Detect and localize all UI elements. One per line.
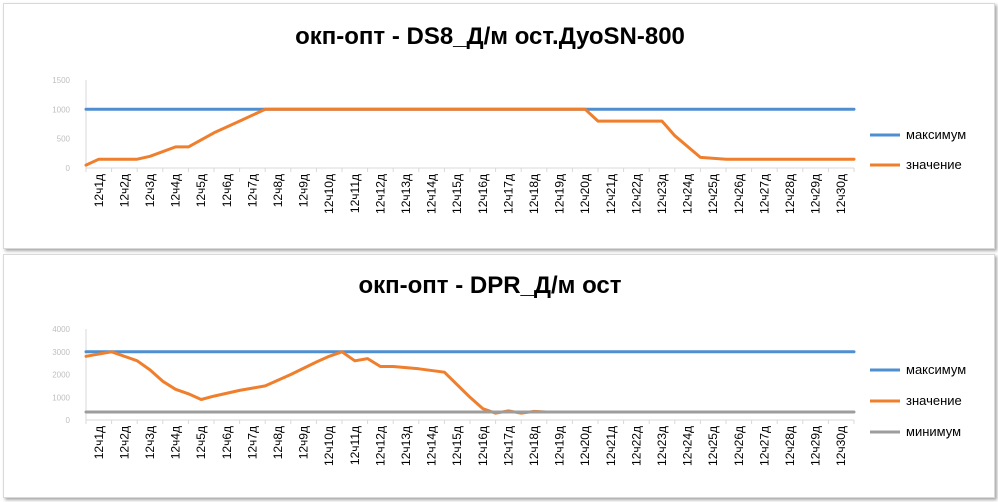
- x-tick-label: 12ч13д: [399, 174, 413, 214]
- legend-label: значение: [906, 393, 962, 408]
- x-tick-label: 12ч8д: [271, 426, 285, 459]
- x-tick-label: 12ч7д: [245, 426, 259, 459]
- legend-label: максимум: [906, 127, 966, 142]
- x-tick-label: 12ч25д: [706, 174, 720, 214]
- chart-title: окп-опт - DS8_Д/м ост.ДуоSN-800: [295, 23, 685, 50]
- chart-panel-dpr: окп-опт - DPR_Д/м ост 0 1000 2000 3000 4000 12…: [3, 254, 995, 498]
- x-tick-label: 12ч5д: [194, 174, 208, 207]
- x-tick-label: 12ч17д: [501, 426, 515, 466]
- x-tick-label: 12ч7д: [245, 174, 259, 207]
- x-tick-label: 12ч18д: [527, 426, 541, 466]
- y-tick-label: 1000: [52, 105, 70, 114]
- y-tick-label: 4000: [52, 325, 70, 334]
- x-tick-label: 12ч1д: [92, 426, 106, 459]
- x-tick-label: 12ч16д: [476, 174, 490, 214]
- y-tick-label: 2000: [52, 371, 70, 380]
- legend-label: минимум: [906, 424, 961, 439]
- y-tick-label: 0: [66, 416, 71, 425]
- x-tick-label: 12ч17д: [501, 174, 515, 214]
- x-tick-label: 12ч26д: [732, 426, 746, 466]
- x-tick-label: 12ч30д: [834, 426, 848, 466]
- series-line-value: [84, 107, 856, 167]
- x-tick-label: 12ч13д: [399, 426, 413, 466]
- x-tick-label: 12ч4д: [169, 174, 183, 207]
- legend-label: значение: [906, 157, 962, 172]
- x-tick-label: 12ч19д: [553, 426, 567, 466]
- x-tick-label: 12ч28д: [783, 174, 797, 214]
- x-tick-label: 12ч2д: [117, 426, 131, 459]
- x-tick-label: 12ч20д: [578, 426, 592, 466]
- x-tick-label: 12ч30д: [834, 174, 848, 214]
- x-tick-label: 12ч18д: [527, 174, 541, 214]
- chart-panel-ds8: окп-опт - DS8_Д/м ост.ДуоSN-800 0 500 1000 1…: [3, 3, 995, 249]
- x-tick-label: 12ч5д: [194, 426, 208, 459]
- x-tick-label: 12ч28д: [783, 426, 797, 466]
- x-tick-label: 12ч1д: [92, 174, 106, 207]
- chart-dpr: окп-опт - DPR_Д/м ост 0 1000 2000 3000 4000 12…: [52, 272, 966, 466]
- y-tick-label: 500: [57, 135, 71, 144]
- x-tick-label: 12ч27д: [757, 174, 771, 214]
- x-tick-label: 12ч29д: [809, 174, 823, 214]
- x-tick-label: 12ч25д: [706, 426, 720, 466]
- x-tick-label: 12ч6д: [220, 426, 234, 459]
- x-tick-label: 12ч10д: [322, 174, 336, 214]
- x-tick-label: 12ч9д: [297, 426, 311, 459]
- x-tick-label: 12ч16д: [476, 426, 490, 466]
- y-tick-label: 3000: [52, 348, 70, 357]
- x-tick-label: 12ч27д: [757, 426, 771, 466]
- x-tick-label: 12ч23д: [655, 174, 669, 214]
- x-tick-label: 12ч21д: [604, 174, 618, 214]
- chart-title: окп-опт - DPR_Д/м ост: [358, 272, 621, 299]
- x-tick-label: 12ч20д: [578, 174, 592, 214]
- x-tick-label: 12ч11д: [348, 174, 362, 213]
- x-tick-label: 12ч24д: [681, 426, 695, 466]
- series-line-value: [84, 350, 549, 415]
- x-tick-label: 12ч26д: [732, 174, 746, 214]
- x-tick-label: 12ч9д: [297, 174, 311, 207]
- x-tick-label: 12ч12д: [373, 174, 387, 214]
- x-tick-label: 12ч8д: [271, 174, 285, 207]
- x-tick-label: 12ч4д: [169, 426, 183, 459]
- x-tick-label: 12ч29д: [809, 426, 823, 466]
- x-tick-label: 12ч3д: [143, 426, 157, 459]
- x-tick-label: 12ч11д: [348, 426, 362, 465]
- x-tick-label: 12ч10д: [322, 426, 336, 466]
- x-tick-label: 12ч14д: [425, 174, 439, 214]
- x-tick-label: 12ч15д: [450, 174, 464, 214]
- x-tick-label: 12ч21д: [604, 426, 618, 466]
- x-tick-label: 12ч14д: [425, 426, 439, 466]
- chart-ds8: окп-опт - DS8_Д/м ост.ДуоSN-800 0 500 1000 1…: [52, 23, 966, 214]
- x-tick-label: 12ч24д: [681, 174, 695, 214]
- x-tick-label: 12ч22д: [629, 174, 643, 214]
- legend-label: максимум: [906, 362, 966, 377]
- x-tick-label: 12ч12д: [373, 426, 387, 466]
- x-tick-label: 12ч3д: [143, 174, 157, 207]
- x-tick-label: 12ч15д: [450, 426, 464, 466]
- x-tick-label: 12ч6д: [220, 174, 234, 207]
- x-tick-label: 12ч23д: [655, 426, 669, 466]
- x-tick-label: 12ч2д: [117, 174, 131, 207]
- y-tick-label: 1000: [52, 393, 70, 402]
- x-tick-label: 12ч19д: [553, 174, 567, 214]
- x-tick-label: 12ч22д: [629, 426, 643, 466]
- y-tick-label: 1500: [52, 76, 70, 85]
- y-tick-label: 0: [66, 164, 71, 173]
